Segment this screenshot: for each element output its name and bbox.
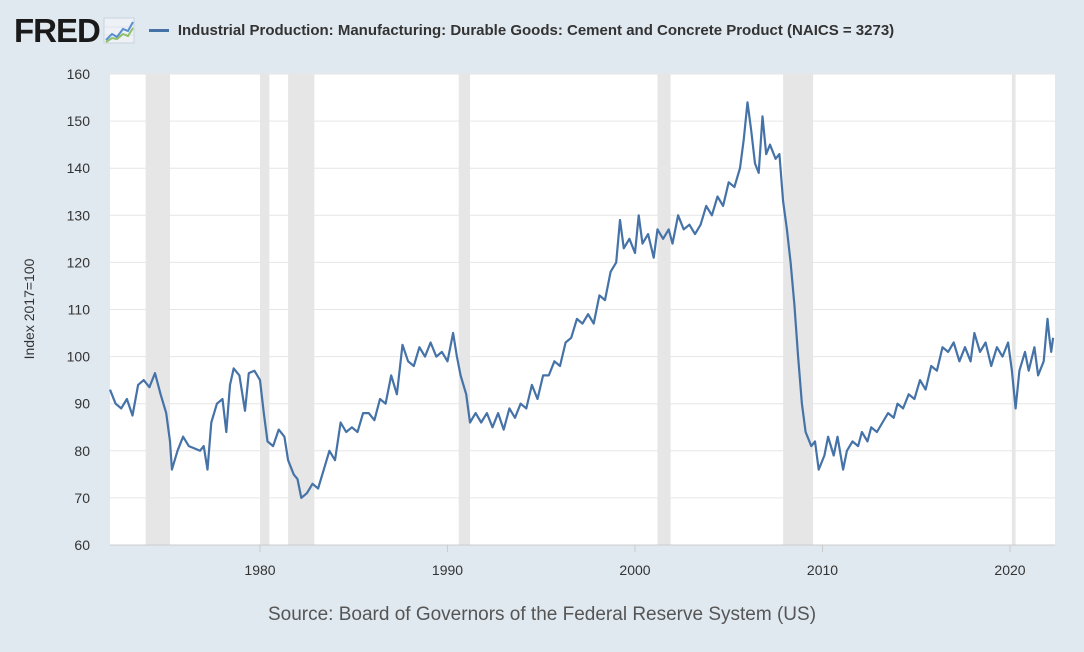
y-tick-label: 130 (67, 207, 91, 223)
trend-chart-icon (103, 17, 135, 44)
y-axis-label: Index 2017=100 (21, 258, 37, 359)
y-tick-label: 100 (67, 349, 91, 365)
axis-ticks: 60 70 80 90 100 110 120 130 140 150 160 1980 1990 200… (67, 66, 1026, 578)
fred-logo[interactable]: FRED (14, 11, 101, 49)
series-line (108, 101, 1055, 499)
y-tick-label: 160 (67, 66, 91, 82)
y-tick-label: 140 (67, 160, 91, 176)
x-tick-label: 2010 (807, 562, 838, 578)
legend-label: Industrial Production: Manufacturing: Du… (177, 21, 895, 39)
y-tick-label: 120 (67, 254, 91, 270)
y-tick-label: 150 (67, 113, 91, 129)
y-tick-label: 60 (74, 537, 90, 553)
y-tick-label: 110 (68, 302, 91, 318)
series-layer (108, 101, 1055, 499)
legend-swatch (148, 28, 169, 32)
y-tick-label: 70 (74, 490, 90, 506)
x-tick-label: 2020 (994, 562, 1025, 578)
grid-lines (110, 73, 1055, 546)
chart-header: FRED Industrial Production: Manufacturin… (14, 10, 894, 50)
x-tick-label: 1990 (432, 562, 463, 578)
line-chart: 60 70 80 90 100 110 120 130 140 150 160 1980 1990 200… (21, 66, 1055, 578)
y-tick-label: 80 (74, 443, 90, 459)
x-tick-label: 1980 (244, 562, 275, 578)
x-tick-label: 2000 (619, 562, 650, 578)
y-tick-label: 90 (74, 396, 90, 412)
source-note: Source: Board of Governors of the Federa… (267, 604, 817, 625)
chart-legend: Industrial Production: Manufacturing: Du… (148, 21, 895, 39)
